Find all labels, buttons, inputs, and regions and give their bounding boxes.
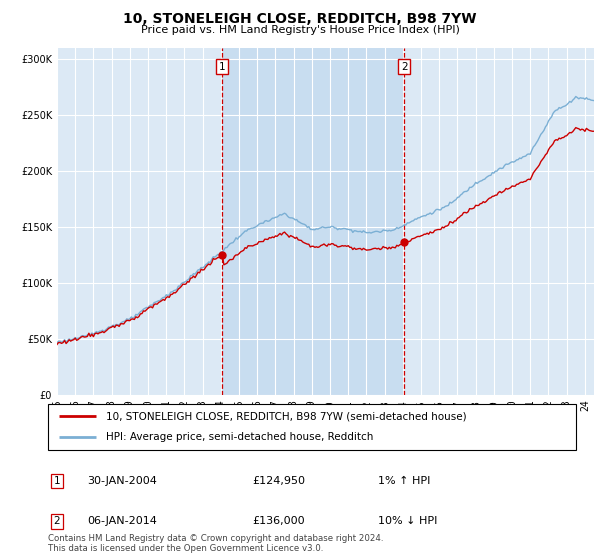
Text: 2: 2 — [53, 516, 61, 526]
Text: HPI: Average price, semi-detached house, Redditch: HPI: Average price, semi-detached house,… — [106, 432, 373, 442]
Text: 10, STONELEIGH CLOSE, REDDITCH, B98 7YW: 10, STONELEIGH CLOSE, REDDITCH, B98 7YW — [123, 12, 477, 26]
Bar — [223, 48, 404, 395]
Text: Contains HM Land Registry data © Crown copyright and database right 2024.
This d: Contains HM Land Registry data © Crown c… — [48, 534, 383, 553]
Text: 30-JAN-2004: 30-JAN-2004 — [87, 476, 157, 486]
FancyBboxPatch shape — [48, 404, 576, 450]
Text: Price paid vs. HM Land Registry's House Price Index (HPI): Price paid vs. HM Land Registry's House … — [140, 25, 460, 35]
Text: 10, STONELEIGH CLOSE, REDDITCH, B98 7YW (semi-detached house): 10, STONELEIGH CLOSE, REDDITCH, B98 7YW … — [106, 411, 467, 421]
Text: 1: 1 — [53, 476, 61, 486]
Text: 1% ↑ HPI: 1% ↑ HPI — [378, 476, 430, 486]
Text: 1: 1 — [219, 62, 226, 72]
Text: 2: 2 — [401, 62, 407, 72]
Text: 10% ↓ HPI: 10% ↓ HPI — [378, 516, 437, 526]
Text: £136,000: £136,000 — [252, 516, 305, 526]
Text: 06-JAN-2014: 06-JAN-2014 — [87, 516, 157, 526]
Text: £124,950: £124,950 — [252, 476, 305, 486]
